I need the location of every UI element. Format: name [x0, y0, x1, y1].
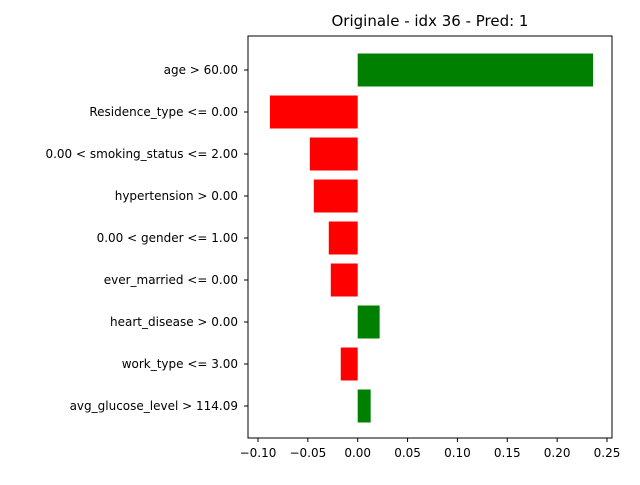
y-tick-label-4: 0.00 < gender <= 1.00	[97, 231, 238, 245]
bar-0	[357, 53, 594, 87]
bar-8	[357, 389, 371, 423]
y-tick-label-1: Residence_type <= 0.00	[89, 105, 238, 119]
y-tick-label-2: 0.00 < smoking_status <= 2.00	[45, 147, 238, 161]
x-tick-label-5: 0.15	[494, 446, 521, 460]
bar-5	[330, 263, 358, 297]
y-tick-label-5: ever_married <= 0.00	[104, 273, 238, 287]
x-tick-label-4: 0.10	[444, 446, 471, 460]
x-tick-label-2: 0.00	[344, 446, 371, 460]
plot-frame	[247, 35, 613, 439]
x-tick-labels: −0.10 −0.05 0.00 0.05 0.10 0.15 0.20 0.25	[240, 438, 621, 460]
x-tick-label-6: 0.20	[544, 446, 571, 460]
y-tick-labels: age > 60.00 Residence_type <= 0.00 0.00 < …	[45, 63, 248, 413]
bar-7	[340, 347, 358, 381]
y-tick-label-6: heart_disease > 0.00	[110, 315, 238, 329]
bar-3	[313, 179, 358, 213]
y-tick-label-8: avg_glucose_level > 114.09	[70, 399, 238, 413]
bar-6	[357, 305, 380, 339]
bar-2	[309, 137, 358, 171]
x-tick-label-7: 0.25	[594, 446, 621, 460]
bar-4	[328, 221, 358, 255]
chart-title: Originale - idx 36 - Pred: 1	[332, 12, 529, 30]
bars-layer	[269, 53, 594, 423]
y-tick-label-0: age > 60.00	[164, 63, 238, 77]
y-tick-label-7: work_type <= 3.00	[122, 357, 238, 371]
bar-1	[269, 95, 358, 129]
x-tick-label-1: −0.05	[289, 446, 326, 460]
y-tick-label-3: hypertension > 0.00	[115, 189, 238, 203]
x-tick-label-3: 0.05	[394, 446, 421, 460]
x-tick-label-0: −0.10	[240, 446, 277, 460]
